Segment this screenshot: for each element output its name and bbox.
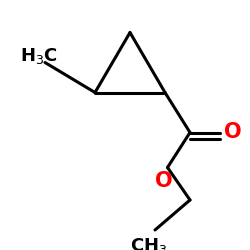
Text: H$_3$C: H$_3$C	[20, 46, 58, 66]
Text: O: O	[155, 171, 172, 191]
Text: O: O	[224, 122, 242, 142]
Text: CH$_3$: CH$_3$	[130, 236, 168, 250]
